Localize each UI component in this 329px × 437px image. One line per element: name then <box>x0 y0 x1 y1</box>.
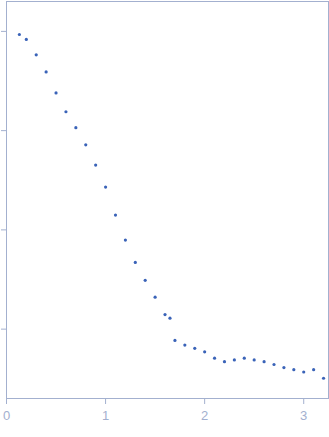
svg-text:2: 2 <box>201 408 208 423</box>
svg-text:1: 1 <box>102 408 109 423</box>
svg-text:0: 0 <box>3 408 10 423</box>
svg-text:3: 3 <box>300 408 307 423</box>
